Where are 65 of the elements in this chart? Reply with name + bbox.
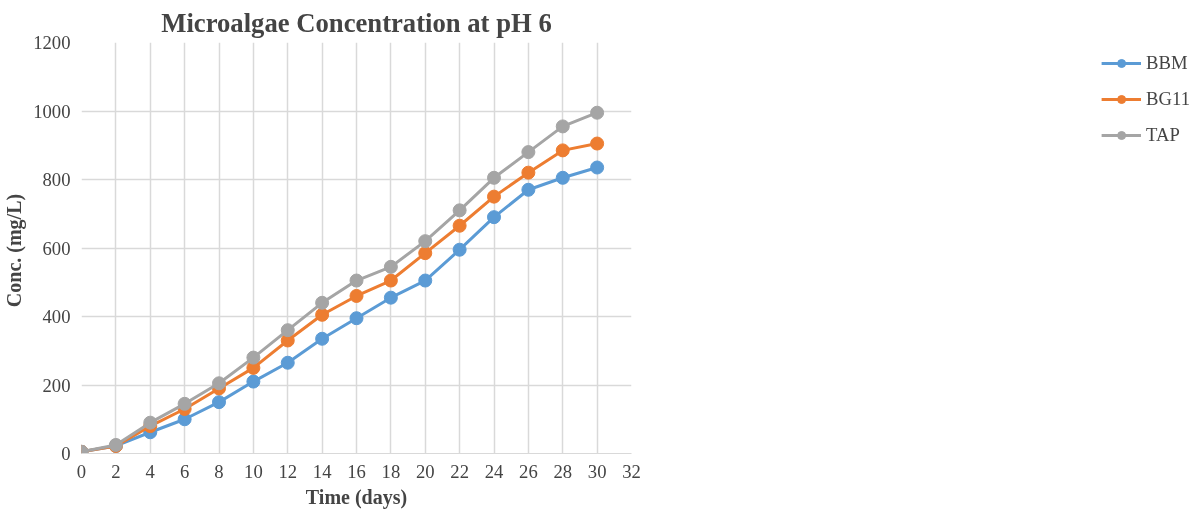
point — [452, 203, 467, 218]
point — [143, 415, 158, 430]
point — [280, 323, 295, 338]
y-tick-label: 800 — [42, 169, 71, 190]
point — [383, 259, 398, 274]
point — [349, 311, 364, 326]
x-axis-title: Time (days) — [305, 485, 408, 509]
point — [315, 307, 330, 322]
point — [280, 355, 295, 370]
point — [590, 105, 605, 120]
point — [418, 246, 433, 261]
point — [315, 331, 330, 346]
y-tick-label: 1200 — [33, 32, 71, 53]
legend-label: BG11 — [1146, 88, 1190, 110]
point — [246, 350, 261, 365]
point — [418, 273, 433, 288]
x-tick-label: 0 — [76, 460, 87, 482]
x-tick-label: 14 — [312, 460, 333, 482]
point — [383, 290, 398, 305]
x-tick-label: 4 — [145, 460, 156, 482]
x-tick-label: 20 — [415, 460, 435, 482]
x-tick-label: 12 — [278, 460, 298, 482]
point — [487, 189, 501, 204]
point — [452, 242, 467, 257]
point — [177, 396, 192, 411]
point — [246, 374, 261, 389]
x-tick-label: 26 — [519, 460, 538, 482]
y-tick-label: 200 — [42, 374, 71, 396]
point — [452, 218, 467, 233]
x-tick-label: 30 — [587, 460, 607, 482]
point — [590, 160, 605, 175]
x-tick-label: 16 — [347, 460, 366, 482]
point — [555, 143, 570, 158]
x-tick-label: 8 — [214, 460, 224, 482]
point — [349, 273, 364, 288]
x-tick-label: 6 — [179, 460, 190, 482]
legend-label: BBM — [1146, 52, 1188, 74]
point — [487, 210, 501, 225]
point — [383, 273, 398, 288]
y-tick-label: 0 — [61, 443, 71, 464]
y-axis-title: Conc. (mg/L) — [3, 193, 27, 308]
point — [555, 119, 570, 134]
point — [315, 295, 330, 310]
point — [212, 376, 226, 391]
point — [212, 395, 226, 410]
x-tick-label: 28 — [553, 460, 573, 482]
point — [418, 234, 433, 249]
point — [590, 136, 605, 151]
point — [349, 288, 364, 303]
point — [555, 170, 570, 185]
x-tick-label: 18 — [381, 460, 401, 482]
x-tick-label: 24 — [484, 460, 504, 482]
x-tick-label: 22 — [450, 460, 469, 482]
y-tick-label: 400 — [42, 306, 71, 327]
legend-label: TAP — [1146, 124, 1180, 146]
x-tick-label: 10 — [244, 460, 263, 482]
x-tick-label: 32 — [622, 460, 641, 482]
y-tick-label: 600 — [42, 237, 71, 259]
point — [487, 170, 501, 185]
x-tick-label: 2 — [111, 460, 121, 482]
point — [521, 145, 536, 160]
y-tick-label: 1000 — [33, 100, 71, 122]
chart-title: Microalgae Concentration at pH 6 — [161, 7, 552, 38]
point — [521, 182, 536, 197]
point — [521, 165, 536, 180]
